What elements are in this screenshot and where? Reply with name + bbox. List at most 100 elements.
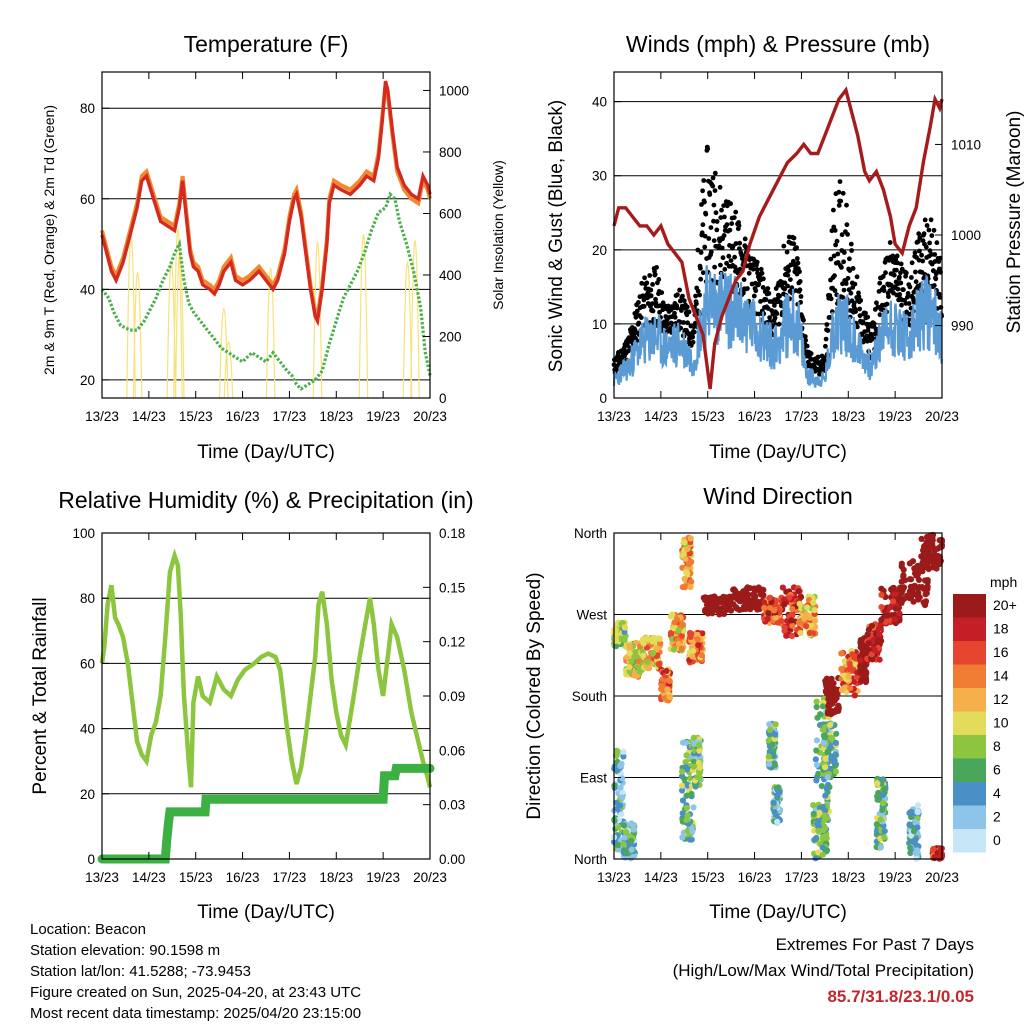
gust-point <box>880 274 886 279</box>
gust-point <box>836 189 842 195</box>
gust-point <box>713 210 719 216</box>
gust-point <box>641 303 647 309</box>
gust-point <box>644 280 650 286</box>
gust-point <box>801 317 806 323</box>
y2-tick-label: 0.12 <box>439 635 465 650</box>
legend-swatch <box>953 688 986 712</box>
gust-point <box>761 276 766 282</box>
direction-point <box>689 828 696 835</box>
direction-point <box>830 680 837 687</box>
gust-point <box>733 241 739 246</box>
direction-point <box>690 734 697 741</box>
direction-point <box>696 747 703 754</box>
direction-point <box>887 604 894 611</box>
direction-point <box>824 749 831 756</box>
direction-point <box>687 535 694 542</box>
gust-point <box>917 248 922 254</box>
direction-point <box>861 670 868 677</box>
direction-point <box>937 557 944 565</box>
y-tick-label: South <box>572 689 607 704</box>
gust-point <box>803 337 809 343</box>
direction-point <box>826 701 834 708</box>
direction-point <box>823 689 830 696</box>
y2-tick-label: 0.03 <box>439 798 465 813</box>
gust-point <box>731 215 737 221</box>
direction-point <box>684 827 691 835</box>
gust-point <box>702 244 708 250</box>
direction-point <box>678 632 686 640</box>
gust-point <box>636 320 642 326</box>
direction-point <box>827 721 834 729</box>
direction-point <box>619 775 626 782</box>
gust-point <box>913 269 918 275</box>
direction-point <box>667 629 675 637</box>
direction-point <box>900 566 907 573</box>
gust-point <box>912 250 918 256</box>
gust-point <box>852 281 858 287</box>
direction-point <box>861 677 868 684</box>
direction-point <box>871 646 878 654</box>
gust-point <box>750 266 756 272</box>
direction-point <box>772 731 779 738</box>
solar-peak-3 <box>173 227 183 399</box>
direction-point <box>679 797 687 804</box>
legend-swatch <box>953 617 986 641</box>
gust-point <box>832 228 838 233</box>
legend-swatch <box>953 594 986 618</box>
gust-point <box>828 296 834 302</box>
gust-point <box>897 292 903 297</box>
y2-tick-label: 1000 <box>439 83 469 98</box>
gust-point <box>835 251 841 257</box>
direction-point <box>760 592 767 599</box>
temp-2m-line <box>100 80 432 327</box>
x-tick-label: 17/23 <box>273 870 307 885</box>
direction-point <box>878 591 885 599</box>
gust-point <box>765 306 771 311</box>
y2-tick-label: 800 <box>439 145 462 160</box>
direction-point <box>671 619 678 626</box>
direction-point <box>930 845 937 853</box>
gust-point <box>797 269 802 275</box>
x-tick-label: 18/23 <box>831 870 865 885</box>
gust-point <box>737 246 742 252</box>
y-tick-label: 0 <box>87 852 95 867</box>
direction-point <box>771 809 778 816</box>
gust-point <box>926 227 932 233</box>
y2-tick-label: 600 <box>439 206 462 221</box>
direction-point <box>622 847 629 854</box>
direction-point <box>765 753 772 760</box>
direction-point <box>877 816 884 823</box>
precip-line <box>97 763 435 864</box>
gust-point <box>795 260 801 266</box>
direction-point <box>857 657 864 664</box>
x-tick-label: 15/23 <box>691 870 725 885</box>
station-latlon: Station lat/lon: 41.5288; -73.9453 <box>30 963 252 980</box>
gust-point <box>711 202 717 208</box>
legend-label: 6 <box>993 762 1001 778</box>
direction-point <box>666 677 673 685</box>
x-tick-label: 20/23 <box>925 409 959 424</box>
gust-point <box>758 299 763 304</box>
direction-point <box>879 806 886 814</box>
solar-peak-10 <box>402 261 413 399</box>
direction-point <box>774 792 781 799</box>
x-tick-label: 18/23 <box>319 870 353 885</box>
y-tick-label: 0 <box>599 391 607 406</box>
gust-point <box>856 294 862 300</box>
gust-point <box>937 255 943 261</box>
direction-point <box>915 596 922 603</box>
direction-point <box>920 555 927 562</box>
gust-point <box>788 277 793 282</box>
direction-point <box>720 610 728 618</box>
winds-chart: 13/23 14/23 15/23 16/23 17/23 18/23 19/23 20/23… <box>592 71 981 424</box>
y2-tick-label: 400 <box>439 268 462 283</box>
direction-point <box>703 606 710 613</box>
direction-point <box>667 613 675 620</box>
gust-point <box>831 253 837 259</box>
direction-point <box>766 594 773 601</box>
gust-point <box>916 257 922 263</box>
speed-legend: 20+ 18 16 14 12 10 8 6 4 2 0 <box>953 594 1017 853</box>
direction-point <box>687 584 694 591</box>
gust-point <box>681 298 687 304</box>
gust-point <box>685 320 690 326</box>
